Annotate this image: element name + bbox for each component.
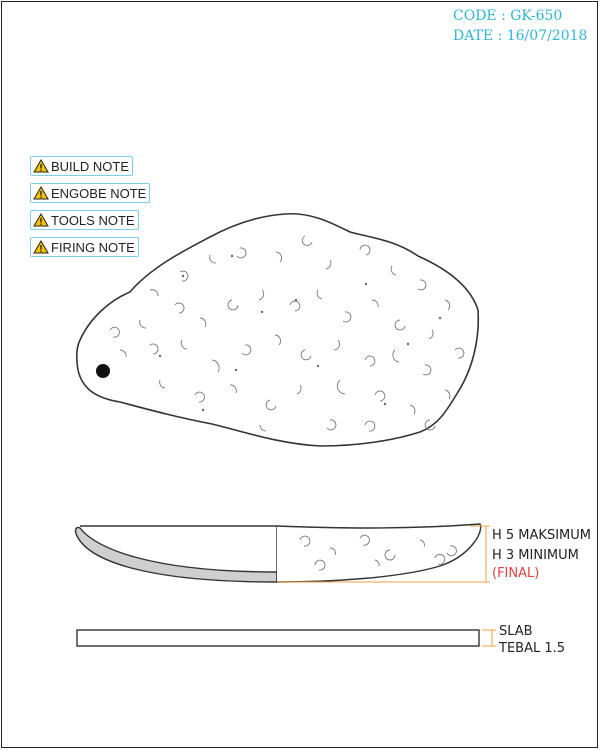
notes-panel: BUILD NOTE ENGOBE NOTE TOOLS NOTE FIRING… [30, 156, 151, 264]
drawing-date: DATE : 16/07/2018 [453, 28, 588, 44]
slab-rect [76, 629, 480, 647]
engobe-note-label: ENGOBE NOTE [51, 185, 147, 201]
product-code: CODE : GK-650 [453, 8, 563, 24]
side-section-view: H 5 MAKSIMUM H 3 MINIMUM (FINAL) [74, 523, 591, 583]
tools-note-label: TOOLS NOTE [51, 212, 135, 228]
texture-dots [158, 254, 442, 412]
title-block: CODE : GK-650 DATE : 16/07/2018 [453, 6, 587, 46]
hanging-hole [96, 364, 110, 378]
build-note-label: BUILD NOTE [51, 158, 130, 174]
surface-texture [109, 235, 465, 432]
height-max-label: H 5 MAKSIMUM [492, 528, 591, 543]
warning-icon [33, 159, 49, 173]
side-profile [276, 523, 482, 583]
slab-view: SLAB TEBAL 1.5 [76, 624, 565, 656]
thickness-dimension [482, 629, 496, 647]
warning-icon [33, 213, 49, 227]
height-min-label: H 3 MINIMUM [492, 548, 579, 563]
height-dimension [277, 525, 490, 583]
build-note-button[interactable]: BUILD NOTE [30, 156, 134, 176]
side-texture [299, 534, 457, 571]
firing-note-button[interactable]: FIRING NOTE [30, 237, 139, 257]
tools-note-button[interactable]: TOOLS NOTE [30, 210, 139, 230]
section-cut-slab [74, 526, 278, 583]
warning-icon [33, 186, 49, 200]
warning-icon [33, 240, 49, 254]
final-label: (FINAL) [492, 566, 539, 581]
plate-top-view [75, 212, 480, 447]
firing-note-label: FIRING NOTE [51, 239, 135, 255]
slab-label: SLAB [499, 624, 533, 639]
engobe-note-button[interactable]: ENGOBE NOTE [30, 183, 151, 203]
thickness-label: TEBAL 1.5 [498, 641, 565, 656]
